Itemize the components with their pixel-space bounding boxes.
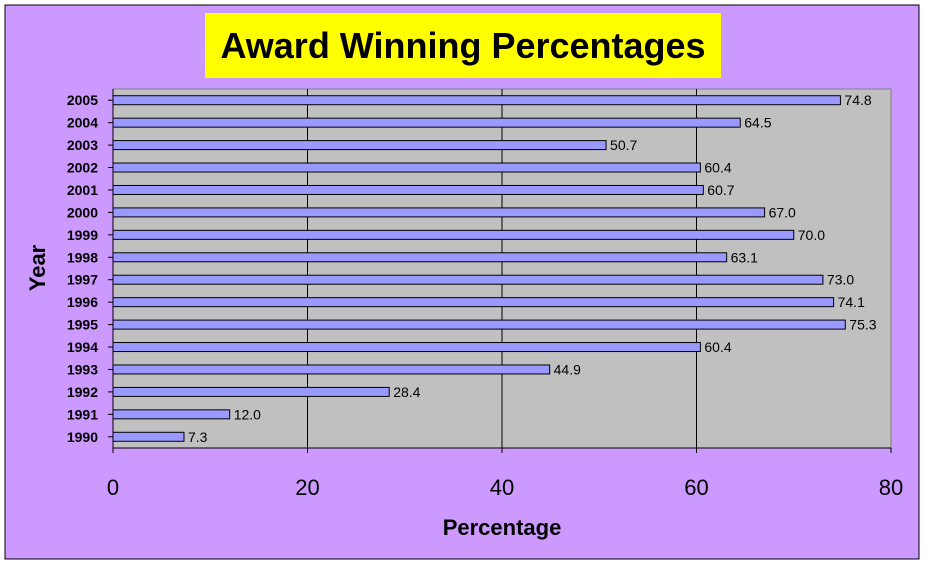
y-axis-title: Year bbox=[25, 244, 50, 291]
data-label-2001: 60.7 bbox=[707, 182, 734, 198]
y-tick-label-1991: 1991 bbox=[67, 406, 98, 422]
data-label-1992: 28.4 bbox=[393, 384, 420, 400]
data-label-2004: 64.5 bbox=[744, 115, 771, 131]
y-tick-label-2004: 2004 bbox=[67, 115, 98, 131]
data-label-2000: 67.0 bbox=[769, 204, 796, 220]
bar-2002 bbox=[112, 162, 701, 173]
x-tick-label: 80 bbox=[879, 475, 903, 500]
bar-1994 bbox=[112, 342, 701, 353]
bar-1997 bbox=[112, 274, 824, 285]
bar-1990 bbox=[112, 431, 185, 442]
y-tick-label-2005: 2005 bbox=[67, 92, 98, 108]
y-tick-label-1997: 1997 bbox=[67, 272, 98, 288]
data-label-2003: 50.7 bbox=[610, 137, 637, 153]
y-axis-tick-labels: 2005 2004 2003 2002 2001 2000 1999 1998 1997 1996… bbox=[67, 92, 113, 445]
y-tick-label-2001: 2001 bbox=[67, 182, 98, 198]
y-tick-label-1995: 1995 bbox=[67, 317, 98, 333]
y-tick-label-2002: 2002 bbox=[67, 160, 98, 176]
x-axis-tick-labels: 0 20 40 60 80 bbox=[107, 89, 903, 500]
data-label-1998: 63.1 bbox=[731, 249, 758, 265]
x-axis-title: Percentage bbox=[443, 515, 562, 540]
bar-2004 bbox=[112, 117, 741, 128]
y-tick-label-1999: 1999 bbox=[67, 227, 98, 243]
data-label-1991: 12.0 bbox=[234, 406, 261, 422]
x-tick-label: 20 bbox=[295, 475, 319, 500]
data-label-2005: 74.8 bbox=[844, 92, 871, 108]
bar-2005 bbox=[112, 95, 841, 106]
y-tick-label-2003: 2003 bbox=[67, 137, 98, 153]
bar-1993 bbox=[112, 364, 551, 375]
bar-1998 bbox=[112, 252, 728, 263]
data-label-1994: 60.4 bbox=[704, 339, 731, 355]
x-tick-label: 60 bbox=[684, 475, 708, 500]
y-tick-label-1998: 1998 bbox=[67, 249, 98, 265]
y-tick-label-1996: 1996 bbox=[67, 294, 98, 310]
data-label-1996: 74.1 bbox=[838, 294, 865, 310]
bar-2001 bbox=[112, 184, 704, 195]
data-label-1990: 7.3 bbox=[188, 429, 208, 445]
x-tick-label: 0 bbox=[107, 475, 119, 500]
y-tick-label-1990: 1990 bbox=[67, 429, 98, 445]
x-tick-label: 40 bbox=[490, 475, 514, 500]
bar-1995 bbox=[112, 319, 846, 330]
y-tick-label-1992: 1992 bbox=[67, 384, 98, 400]
chart-title: Award Winning Percentages bbox=[220, 25, 705, 66]
bar-1999 bbox=[112, 229, 795, 240]
data-label-1997: 73.0 bbox=[827, 272, 854, 288]
y-tick-label-1993: 1993 bbox=[67, 361, 98, 377]
y-tick-label-2000: 2000 bbox=[67, 204, 98, 220]
bar-2000 bbox=[112, 207, 766, 218]
bar-1996 bbox=[112, 297, 835, 308]
data-label-1999: 70.0 bbox=[798, 227, 825, 243]
data-label-2002: 60.4 bbox=[704, 160, 731, 176]
y-tick-label-1994: 1994 bbox=[67, 339, 98, 355]
data-label-1993: 44.9 bbox=[554, 361, 581, 377]
bar-1992 bbox=[112, 386, 390, 397]
title-box bbox=[205, 13, 721, 78]
data-label-1995: 75.3 bbox=[849, 317, 876, 333]
data-labels: 74.8 64.5 50.7 60.4 60.7 67.070.0 63.1 73.0 74.1… bbox=[188, 92, 877, 445]
bars bbox=[112, 95, 846, 442]
bar-2003 bbox=[112, 140, 607, 151]
bar-1991 bbox=[112, 409, 231, 420]
